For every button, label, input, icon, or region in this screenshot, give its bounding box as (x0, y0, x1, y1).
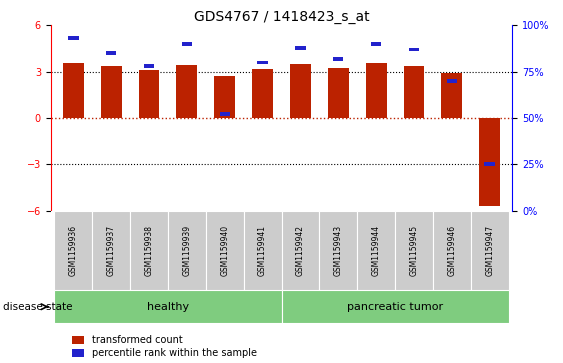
Text: GSM1159941: GSM1159941 (258, 225, 267, 276)
Bar (63, 63, 84, 118)
Bar (106, 51, 117, 55)
Text: GSM1159943: GSM1159943 (334, 225, 343, 276)
Bar (282, 290, 508, 323)
Text: GSM1159939: GSM1159939 (182, 225, 191, 276)
Bar (282, 211, 319, 290)
Bar (333, 57, 343, 61)
Bar (144, 64, 154, 68)
Bar (215, 76, 235, 118)
Text: GSM1159942: GSM1159942 (296, 225, 305, 276)
Text: GSM1159936: GSM1159936 (69, 225, 78, 276)
Bar (101, 66, 122, 118)
Text: GSM1159940: GSM1159940 (220, 225, 229, 276)
Bar (446, 79, 457, 83)
Text: GSM1159945: GSM1159945 (409, 225, 418, 276)
Bar (55, 290, 282, 323)
Bar (328, 68, 348, 118)
Text: GSM1159946: GSM1159946 (447, 225, 456, 276)
Bar (479, 118, 500, 206)
Text: GSM1159938: GSM1159938 (145, 225, 154, 276)
Bar (471, 211, 508, 290)
Bar (484, 162, 495, 166)
Bar (92, 211, 130, 290)
Text: healthy: healthy (147, 302, 189, 312)
Bar (433, 211, 471, 290)
Bar (130, 211, 168, 290)
Bar (366, 63, 387, 118)
Bar (257, 61, 268, 64)
Bar (252, 69, 273, 118)
Bar (138, 70, 159, 118)
Bar (182, 42, 192, 46)
Bar (409, 48, 419, 52)
Text: disease state: disease state (3, 302, 72, 312)
Text: GSM1159944: GSM1159944 (372, 225, 381, 276)
Legend: transformed count, percentile rank within the sample: transformed count, percentile rank withi… (73, 335, 257, 358)
Text: pancreatic tumor: pancreatic tumor (347, 302, 443, 312)
Bar (395, 211, 433, 290)
Bar (55, 211, 92, 290)
Bar (68, 36, 79, 40)
Bar (371, 42, 381, 46)
Title: GDS4767 / 1418423_s_at: GDS4767 / 1418423_s_at (194, 11, 369, 24)
Bar (220, 112, 230, 116)
Bar (176, 65, 197, 118)
Text: GSM1159937: GSM1159937 (107, 225, 116, 276)
Bar (404, 66, 425, 118)
Bar (357, 211, 395, 290)
Text: GSM1159947: GSM1159947 (485, 225, 494, 276)
Bar (244, 211, 282, 290)
Bar (206, 211, 244, 290)
Bar (168, 211, 206, 290)
Bar (290, 64, 311, 118)
Bar (319, 211, 357, 290)
Bar (295, 46, 306, 50)
Bar (441, 73, 462, 118)
